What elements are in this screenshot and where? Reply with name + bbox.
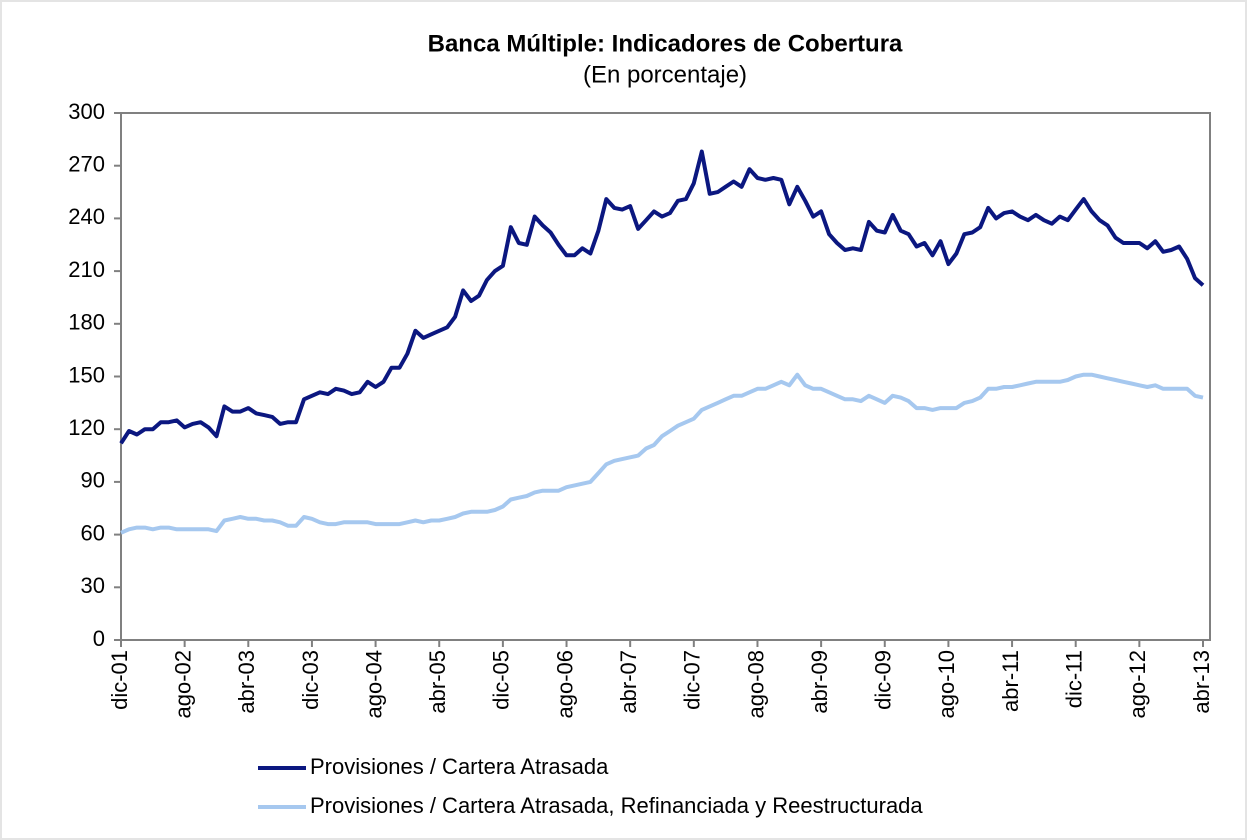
y-tick-label: 150: [68, 362, 105, 387]
x-tick-label: dic-05: [489, 650, 514, 710]
y-tick-label: 90: [81, 468, 105, 493]
x-tick-label: abr-03: [234, 650, 259, 714]
y-tick-label: 0: [93, 626, 105, 651]
x-tick-label: ago-10: [934, 650, 959, 719]
legend-label: Provisiones / Cartera Atrasada: [310, 754, 609, 779]
x-tick-label: ago-12: [1125, 650, 1150, 719]
x-tick-label: dic-03: [298, 650, 323, 710]
x-tick-label: abr-09: [807, 650, 832, 714]
x-tick-label: dic-01: [107, 650, 132, 710]
x-tick-label: abr-07: [616, 650, 641, 714]
y-tick-label: 210: [68, 257, 105, 282]
x-tick-label: dic-11: [1062, 650, 1087, 708]
y-tick-label: 120: [68, 415, 105, 440]
x-tick-label: dic-09: [871, 650, 896, 710]
x-tick-label: ago-06: [552, 650, 577, 719]
y-tick-label: 270: [68, 152, 105, 177]
x-tick-label: ago-08: [743, 650, 768, 719]
x-tick-label: ago-02: [170, 650, 195, 719]
series-line: [120, 372, 1204, 535]
legend-label: Provisiones / Cartera Atrasada, Refinanc…: [310, 793, 923, 818]
x-tick-label: ago-04: [361, 650, 386, 719]
x-tick-label: abr-11: [998, 650, 1023, 712]
series-line: [119, 149, 1205, 445]
x-tick-label: abr-05: [425, 650, 450, 714]
chart-title: Banca Múltiple: Indicadores de Cobertura: [428, 30, 903, 57]
x-tick-label: abr-13: [1189, 650, 1214, 714]
x-tick-label: dic-07: [680, 650, 705, 710]
y-tick-label: 240: [68, 204, 105, 229]
y-tick-label: 180: [68, 310, 105, 335]
y-tick-label: 300: [68, 99, 105, 124]
y-tick-label: 30: [81, 573, 105, 598]
chart-subtitle: (En porcentaje): [583, 61, 747, 88]
y-tick-label: 60: [81, 520, 105, 545]
